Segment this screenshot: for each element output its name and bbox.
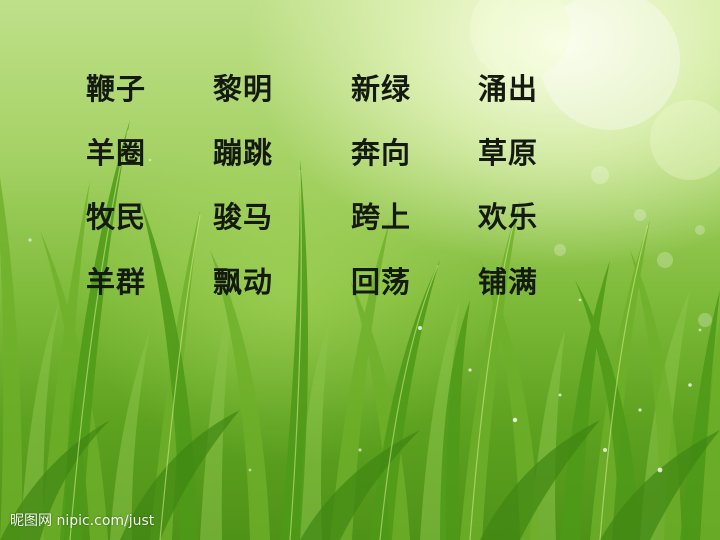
word-r1-c1: 鞭子 <box>86 72 147 106</box>
watermark: 昵图网 nipic.com/just <box>10 513 155 529</box>
word-r2-c2: 蹦跳 <box>213 136 274 170</box>
word-r4-c3: 回荡 <box>351 265 412 299</box>
word-r2-c3: 奔向 <box>351 136 412 170</box>
word-r4-c1: 羊群 <box>86 265 147 299</box>
word-grid: 鞭子 黎明 新绿 涌出 羊圈 蹦跳 奔向 草原 牧民 骏马 跨上 欢乐 羊群 飘… <box>86 72 566 312</box>
word-r1-c3: 新绿 <box>351 72 412 106</box>
word-r2-c4: 草原 <box>478 136 539 170</box>
word-r4-c4: 铺满 <box>478 265 539 299</box>
word-r3-c2: 骏马 <box>213 200 274 234</box>
word-r3-c4: 欢乐 <box>478 200 539 234</box>
word-r4-c2: 飘动 <box>213 265 274 299</box>
word-r2-c1: 羊圈 <box>86 136 147 170</box>
word-r3-c3: 跨上 <box>351 200 412 234</box>
word-r1-c2: 黎明 <box>213 72 274 106</box>
word-r1-c4: 涌出 <box>478 72 539 106</box>
word-r3-c1: 牧民 <box>86 200 147 234</box>
